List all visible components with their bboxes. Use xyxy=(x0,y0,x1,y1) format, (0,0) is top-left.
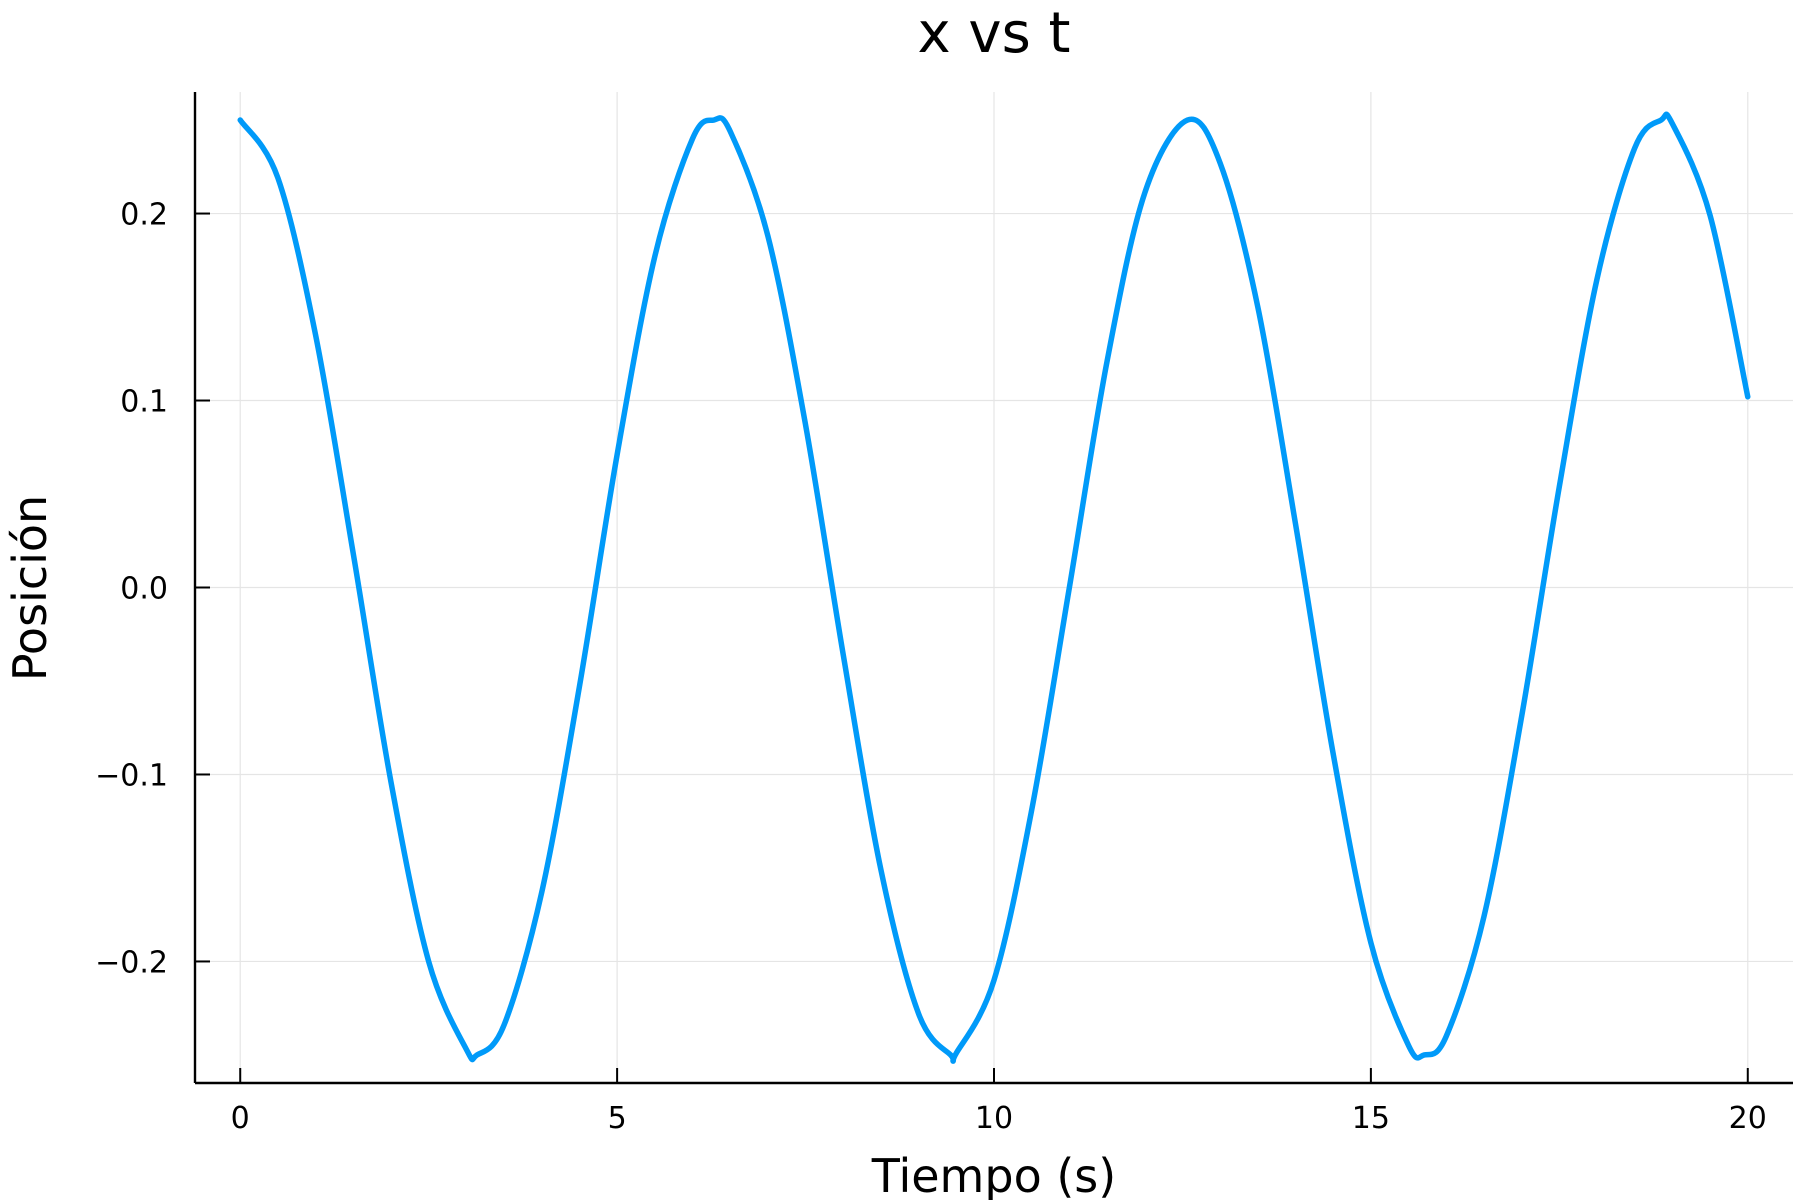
y-axis-title: Posición xyxy=(3,495,57,681)
series-layer xyxy=(237,111,1751,1064)
y-tick-label: 0.0 xyxy=(120,572,168,607)
x-tick-label: 10 xyxy=(975,1101,1013,1136)
y-tick-label: −0.2 xyxy=(95,945,168,980)
y-tick-label: −0.1 xyxy=(95,758,168,793)
grid xyxy=(195,92,1793,1083)
x-tick-label: 20 xyxy=(1729,1101,1767,1136)
chart-title: x vs t xyxy=(917,1,1070,66)
y-tick-label: 0.1 xyxy=(120,385,168,420)
x-axis-title: Tiempo (s) xyxy=(871,1149,1116,1200)
series-line xyxy=(237,111,1751,1064)
y-tick-label: 0.2 xyxy=(120,198,168,233)
x-tick-label: 0 xyxy=(231,1101,250,1136)
x-tick-label: 15 xyxy=(1352,1101,1390,1136)
ticks: 0 5 10 15 20 −0.2 −0.1 0.0 0.1 0.2 xyxy=(95,198,1767,1136)
x-tick-label: 5 xyxy=(608,1101,627,1136)
